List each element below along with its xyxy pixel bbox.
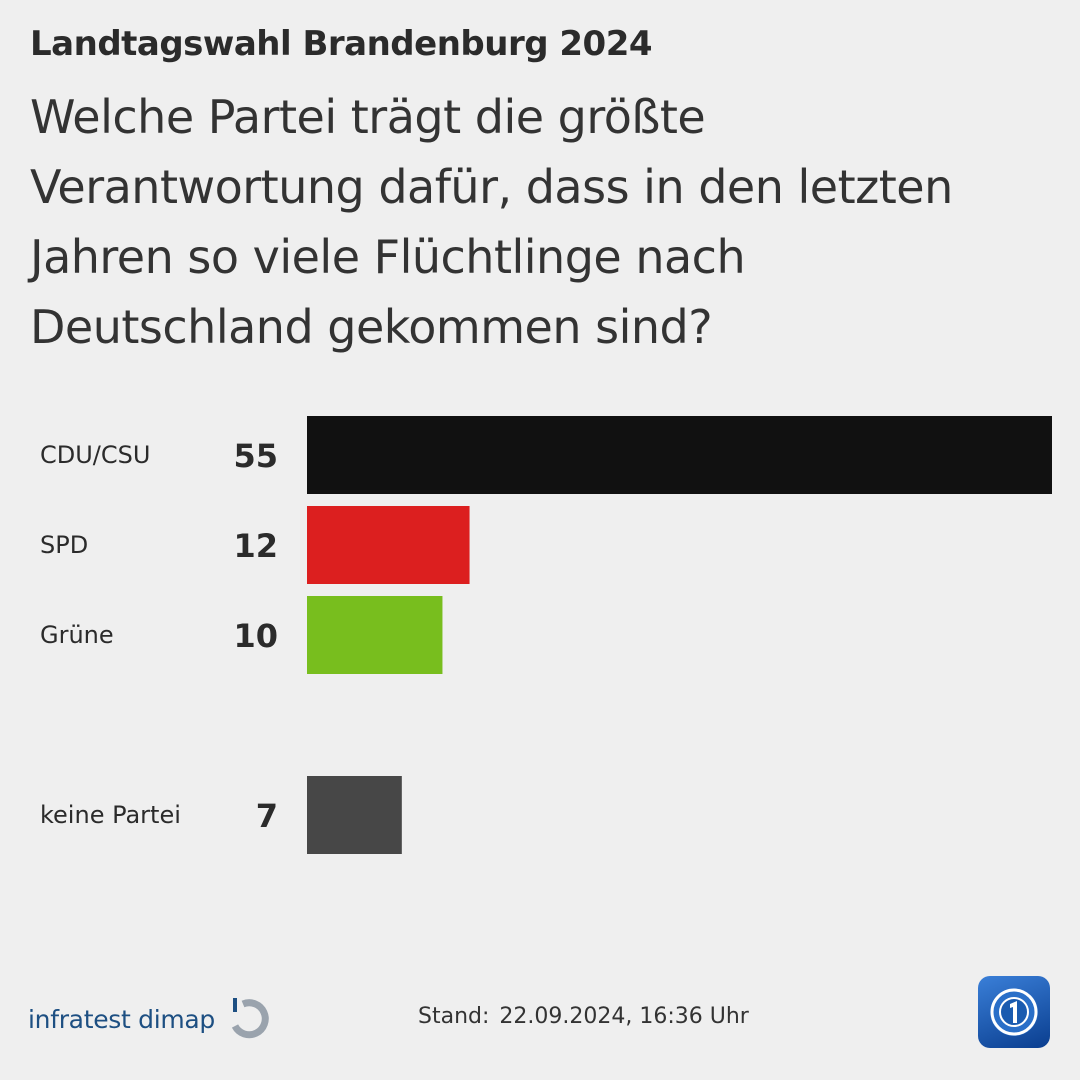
bar-spd	[307, 506, 470, 584]
timestamp-label: Stand:	[418, 1004, 490, 1029]
value-label-gruene: 10	[233, 617, 278, 655]
source-brand: infratest dimap	[28, 996, 275, 1042]
category-label-gruene: Grüne	[40, 621, 114, 649]
chart-kicker-title: Landtagswahl Brandenburg 2024	[30, 24, 653, 64]
category-label-keine-partei: keine Partei	[40, 801, 181, 829]
timestamp: Stand: 22.09.2024, 16:36 Uhr	[418, 1004, 749, 1029]
value-label-keine-partei: 7	[256, 797, 278, 835]
source-brand-text: infratest dimap	[28, 1004, 216, 1034]
bar-gruene	[307, 596, 443, 674]
value-label-spd: 12	[233, 527, 278, 565]
bar-cdu-csu	[307, 416, 1052, 494]
bar-keine-partei	[307, 776, 402, 854]
category-label-spd: SPD	[40, 531, 88, 559]
category-label-cdu-csu: CDU/CSU	[40, 441, 150, 469]
infratest-dimap-logo-icon	[231, 998, 269, 1039]
value-label-cdu-csu: 55	[233, 437, 278, 475]
tagesschau-logo-icon	[978, 976, 1050, 1048]
timestamp-value: 22.09.2024, 16:36 Uhr	[499, 1004, 749, 1029]
chart-question-title: Welche Partei trägt die größte Verantwor…	[30, 90, 953, 354]
